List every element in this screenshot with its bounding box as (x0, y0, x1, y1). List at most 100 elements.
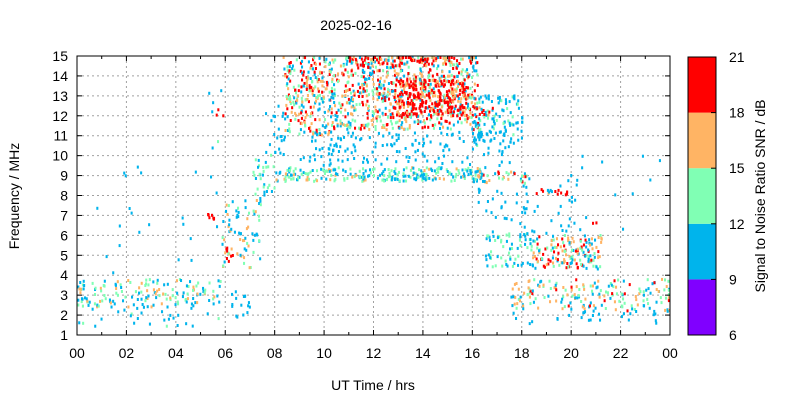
snr-cell (463, 88, 466, 91)
snr-cell (502, 176, 505, 179)
snr-cell (402, 105, 405, 109)
snr-cell (438, 177, 441, 180)
snr-cell (434, 59, 437, 63)
snr-cell (79, 287, 82, 291)
snr-cell (265, 165, 268, 169)
snr-cell (452, 63, 455, 67)
snr-cell (337, 80, 340, 84)
snr-cell (407, 160, 410, 163)
snr-cell (284, 172, 287, 176)
snr-cell (615, 292, 618, 296)
snr-cell (568, 217, 571, 221)
snr-cell (436, 117, 439, 121)
snr-cell (561, 297, 564, 301)
snr-cell (421, 85, 424, 89)
snr-cell (394, 172, 397, 176)
snr-cell (446, 103, 449, 107)
snr-cell (270, 119, 273, 123)
snr-cell (450, 114, 453, 118)
snr-cell (334, 104, 337, 108)
snr-cell (575, 285, 578, 289)
snr-cell (502, 139, 505, 143)
snr-cell (94, 293, 97, 296)
snr-cell (245, 227, 248, 231)
snr-cell (416, 120, 419, 124)
snr-cell (84, 296, 87, 300)
snr-cell (366, 158, 369, 162)
snr-cell (394, 64, 397, 68)
snr-cell (304, 98, 307, 102)
snr-cell (445, 168, 448, 172)
snr-cell (339, 145, 342, 149)
snr-cell (333, 74, 336, 78)
snr-cell (438, 98, 441, 102)
snr-cell (413, 77, 416, 81)
snr-cell (491, 265, 494, 269)
snr-cell (344, 170, 347, 174)
snr-cell (629, 312, 632, 316)
snr-cell (208, 216, 211, 220)
snr-cell (298, 132, 301, 136)
snr-cell (581, 248, 584, 252)
snr-cell (472, 66, 475, 70)
snr-cell (423, 119, 426, 123)
snr-cell (307, 70, 310, 74)
snr-cell (516, 302, 519, 306)
snr-cell (415, 107, 418, 111)
snr-cell (599, 265, 602, 269)
snr-cell (390, 122, 393, 126)
snr-cell (194, 170, 197, 174)
snr-cell (443, 93, 446, 97)
snr-cell (124, 174, 127, 178)
snr-cell (414, 158, 417, 162)
snr-cell (415, 86, 418, 90)
snr-cell (543, 265, 546, 269)
snr-cell (362, 82, 365, 86)
snr-cell (218, 300, 221, 304)
snr-cell (270, 153, 273, 157)
snr-cell (383, 126, 386, 129)
snr-cell (599, 318, 602, 322)
snr-cell (364, 169, 367, 173)
snr-cell (424, 87, 427, 91)
snr-cell (464, 114, 467, 118)
snr-cell (509, 111, 512, 115)
snr-cell (444, 76, 447, 80)
snr-cell (376, 176, 379, 180)
snr-cell (386, 62, 389, 66)
snr-cell (574, 198, 577, 202)
snr-cell (457, 120, 460, 124)
snr-cell (352, 89, 355, 93)
snr-cell (358, 102, 361, 106)
snr-cell (667, 309, 670, 312)
snr-cell (470, 61, 473, 65)
snr-cell (254, 192, 257, 196)
snr-cell (277, 104, 280, 108)
snr-cell (318, 102, 321, 106)
snr-cell (419, 93, 422, 97)
snr-cell (290, 110, 293, 114)
snr-cell (564, 288, 567, 292)
snr-cell (367, 104, 370, 108)
snr-cell (382, 124, 385, 127)
colorbar-tick-label: 18 (729, 105, 745, 121)
snr-cell (551, 256, 554, 260)
snr-cell (429, 109, 432, 113)
snr-cell (465, 120, 468, 124)
snr-cell (461, 160, 464, 164)
snr-cell (589, 243, 592, 247)
snr-cell (557, 243, 560, 247)
snr-cell (398, 64, 401, 68)
snr-cell (427, 62, 430, 66)
snr-cell (477, 169, 480, 173)
snr-cell (425, 64, 428, 68)
snr-cell (341, 159, 344, 163)
snr-cell (620, 292, 623, 296)
snr-cell (390, 169, 393, 173)
snr-cell (294, 172, 297, 176)
snr-cell (344, 84, 347, 88)
snr-cell (572, 240, 575, 244)
snr-cell (522, 307, 525, 311)
snr-cell (127, 305, 130, 309)
snr-cell (466, 72, 469, 75)
